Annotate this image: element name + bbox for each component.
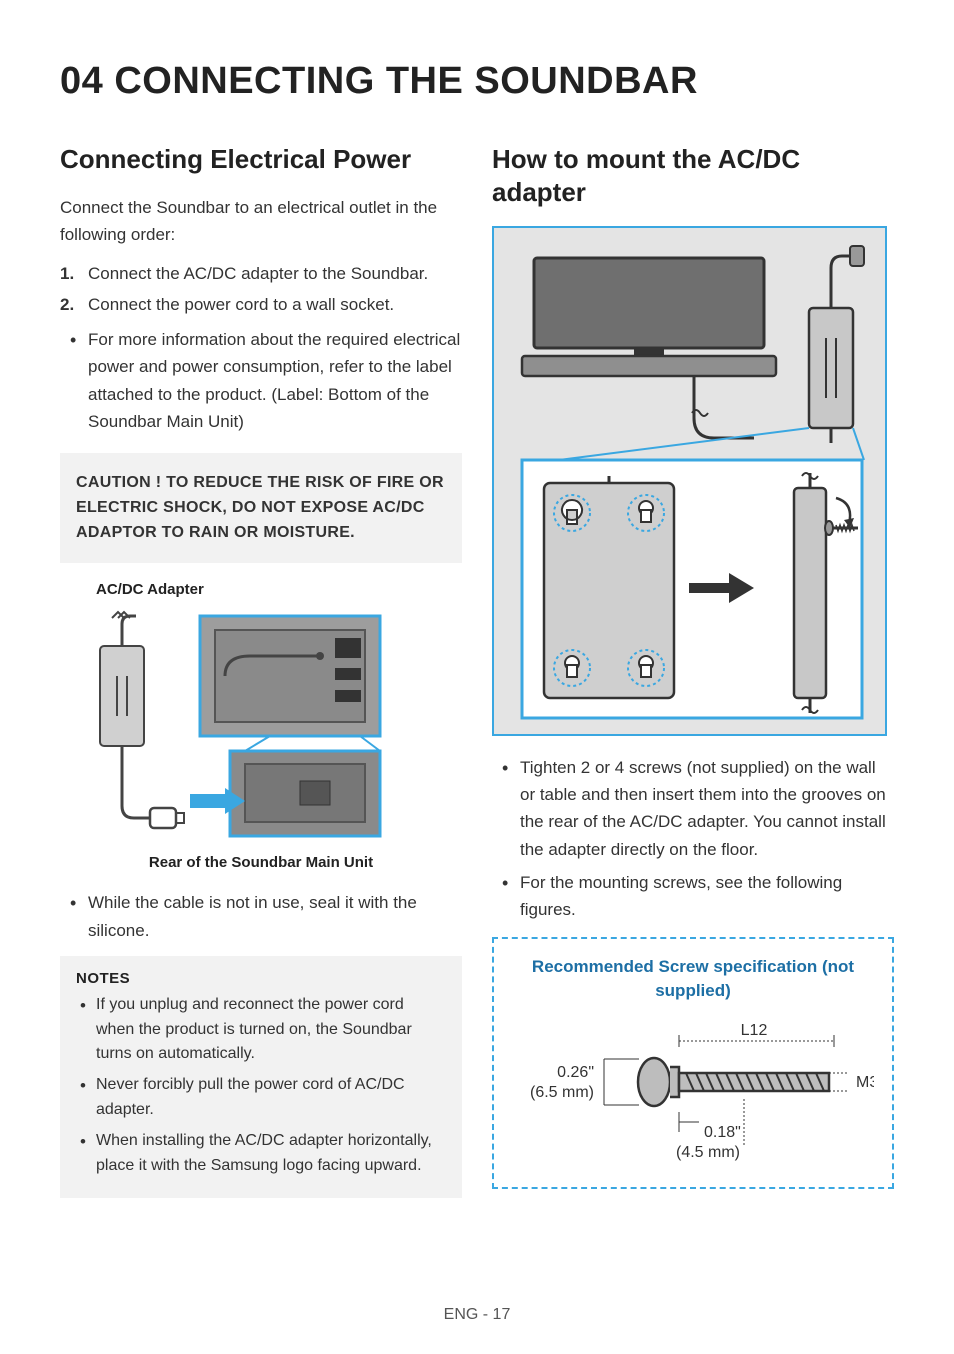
note-item: If you unplug and reconnect the power co… bbox=[96, 993, 446, 1067]
bullet-item: Tighten 2 or 4 screws (not supplied) on … bbox=[520, 754, 894, 863]
shaft-mm: (4.5 mm) bbox=[676, 1144, 740, 1161]
step-text: Connect the power cord to a wall socket. bbox=[88, 295, 394, 314]
step-item: 1.Connect the AC/DC adapter to the Sound… bbox=[88, 260, 462, 287]
page-footer: ENG - 17 bbox=[0, 1306, 954, 1324]
adapter-diagram bbox=[90, 606, 390, 846]
screw-figure: L12 0.26" (6.5 mm) bbox=[504, 1017, 882, 1167]
seal-bullets: While the cable is not in use, seal it w… bbox=[60, 889, 462, 943]
step-text: Connect the AC/DC adapter to the Soundba… bbox=[88, 264, 428, 283]
caution-box: CAUTION ! TO REDUCE THE RISK OF FIRE OR … bbox=[60, 453, 462, 563]
bullet-item: For the mounting screws, see the followi… bbox=[520, 869, 894, 923]
diagram-caption: Rear of the Soundbar Main Unit bbox=[60, 854, 462, 871]
mount-bullets: Tighten 2 or 4 screws (not supplied) on … bbox=[492, 754, 894, 923]
step-item: 2.Connect the power cord to a wall socke… bbox=[88, 291, 462, 318]
note-item: Never forcibly pull the power cord of AC… bbox=[96, 1073, 446, 1123]
l12-label: L12 bbox=[741, 1022, 768, 1039]
note-item: When installing the AC/DC adapter horizo… bbox=[96, 1129, 446, 1179]
info-bullets: For more information about the required … bbox=[60, 326, 462, 435]
mount-diagram bbox=[492, 226, 887, 736]
right-column: How to mount the AC/DC adapter bbox=[492, 143, 894, 1198]
content-columns: Connecting Electrical Power Connect the … bbox=[60, 143, 894, 1198]
shaft-in: 0.18" bbox=[704, 1124, 741, 1141]
head-in: 0.26" bbox=[557, 1064, 594, 1081]
left-heading: Connecting Electrical Power bbox=[60, 143, 462, 176]
m3-label: M3 bbox=[856, 1074, 874, 1091]
screw-spec-box: Recommended Screw specification (not sup… bbox=[492, 937, 894, 1189]
head-mm: (6.5 mm) bbox=[530, 1084, 594, 1101]
intro-text: Connect the Soundbar to an electrical ou… bbox=[60, 194, 462, 248]
notes-title: NOTES bbox=[76, 970, 446, 987]
left-column: Connecting Electrical Power Connect the … bbox=[60, 143, 462, 1198]
bullet-item: While the cable is not in use, seal it w… bbox=[88, 889, 462, 943]
adapter-label: AC/DC Adapter bbox=[96, 581, 462, 598]
page-title: 04 CONNECTING THE SOUNDBAR bbox=[60, 60, 894, 103]
caution-text: CAUTION ! TO REDUCE THE RISK OF FIRE OR … bbox=[76, 471, 446, 545]
steps-list: 1.Connect the AC/DC adapter to the Sound… bbox=[60, 260, 462, 318]
notes-list: If you unplug and reconnect the power co… bbox=[76, 993, 446, 1179]
right-heading: How to mount the AC/DC adapter bbox=[492, 143, 894, 208]
screw-spec-title: Recommended Screw specification (not sup… bbox=[504, 955, 882, 1003]
notes-box: NOTES If you unplug and reconnect the po… bbox=[60, 956, 462, 1199]
bullet-item: For more information about the required … bbox=[88, 326, 462, 435]
